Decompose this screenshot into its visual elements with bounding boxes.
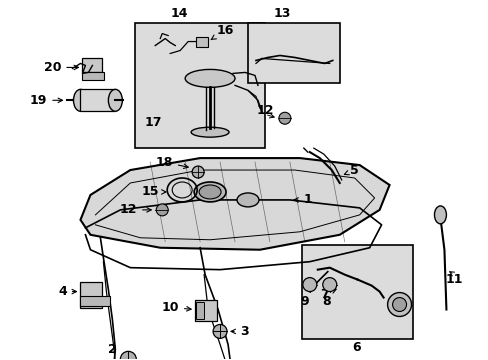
- Text: 4: 4: [58, 285, 76, 298]
- Circle shape: [192, 166, 203, 178]
- Text: 2: 2: [108, 343, 117, 356]
- Ellipse shape: [191, 127, 228, 137]
- Text: 16: 16: [211, 24, 233, 40]
- Text: 7: 7: [320, 288, 335, 301]
- Bar: [301, 245, 412, 339]
- Text: 14: 14: [170, 7, 187, 20]
- Ellipse shape: [433, 206, 446, 224]
- Text: 3: 3: [0, 359, 1, 360]
- Text: 13: 13: [273, 7, 290, 20]
- Bar: [247, 23, 339, 84]
- Text: 12: 12: [120, 203, 151, 216]
- Text: 11: 11: [445, 273, 462, 286]
- Circle shape: [213, 324, 226, 338]
- Bar: [81, 296, 110, 306]
- Text: 5: 5: [344, 163, 358, 176]
- Text: 15: 15: [141, 185, 165, 198]
- Text: 10: 10: [161, 301, 191, 314]
- Bar: [196, 302, 203, 319]
- Text: 18: 18: [155, 156, 188, 168]
- Circle shape: [322, 278, 336, 292]
- Circle shape: [278, 112, 290, 124]
- Text: 20: 20: [44, 61, 78, 74]
- Bar: [82, 58, 102, 72]
- Ellipse shape: [185, 69, 235, 87]
- Text: 1: 1: [293, 193, 311, 206]
- Ellipse shape: [73, 89, 87, 111]
- Ellipse shape: [199, 185, 221, 199]
- Text: 17: 17: [144, 116, 162, 129]
- Text: 9: 9: [300, 295, 308, 308]
- Bar: [81, 282, 102, 307]
- Bar: [82, 72, 104, 80]
- Ellipse shape: [194, 182, 225, 202]
- Text: 6: 6: [352, 341, 360, 354]
- Bar: [196, 37, 208, 46]
- Circle shape: [156, 204, 168, 216]
- Bar: [135, 23, 264, 148]
- Circle shape: [392, 298, 406, 311]
- Polygon shape: [81, 158, 389, 250]
- Circle shape: [387, 293, 411, 316]
- Bar: [195, 300, 217, 321]
- Circle shape: [302, 278, 316, 292]
- Circle shape: [120, 351, 136, 360]
- Text: 3: 3: [231, 325, 248, 338]
- Ellipse shape: [108, 89, 122, 111]
- Ellipse shape: [237, 193, 259, 207]
- Text: 12: 12: [256, 104, 273, 117]
- Text: 8: 8: [322, 295, 330, 308]
- Text: 19: 19: [30, 94, 62, 107]
- Bar: [81, 89, 115, 111]
